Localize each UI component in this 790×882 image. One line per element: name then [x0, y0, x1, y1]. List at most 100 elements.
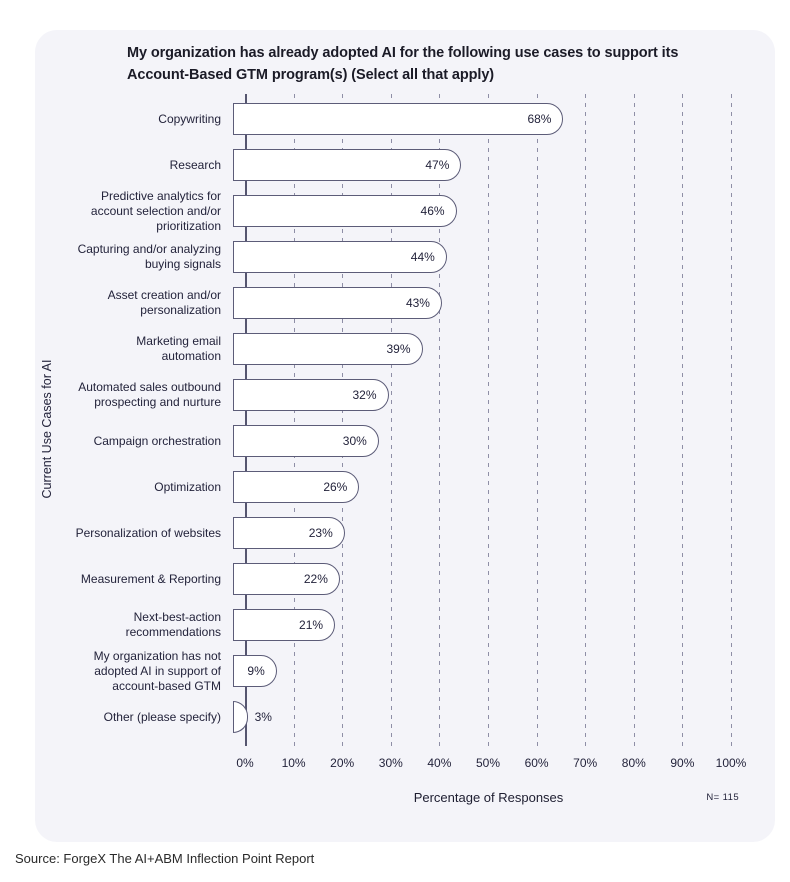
y-axis-title: Current Use Cases for AI	[40, 359, 54, 499]
bar-value-label: 3%	[254, 710, 272, 724]
gridline	[342, 94, 344, 746]
gridline	[731, 94, 732, 746]
chart-row: Predictive analytics for account selecti…	[75, 188, 755, 234]
x-tick-label: 90%	[670, 756, 695, 770]
x-axis-title: Percentage of Responses	[413, 790, 564, 805]
category-label: Next-best-action recommendations	[125, 610, 221, 639]
bar: 26%	[233, 471, 360, 503]
bar: 68%	[233, 103, 564, 135]
gridline	[439, 94, 441, 746]
chart-row: Next-best-action recommendations 21%	[75, 602, 755, 648]
chart-row: Automated sales outbound prospecting and…	[75, 372, 755, 418]
bar: 22%	[233, 563, 340, 595]
gridline	[585, 94, 587, 746]
chart-card: My organization has already adopted AI f…	[35, 30, 775, 842]
bar-value-label: 47%	[425, 158, 450, 172]
bar-track: 23%	[233, 517, 720, 549]
chart-row: Optimization 26%	[75, 464, 755, 510]
gridline	[293, 94, 295, 746]
x-tick-label: 10%	[281, 756, 306, 770]
chart-row: Measurement & Reporting 22%	[75, 556, 755, 602]
category-label: Asset creation and/or personalization	[107, 288, 221, 317]
bar-track: 44%	[233, 241, 720, 273]
bar-track: 32%	[233, 379, 720, 411]
bar-track: 3%	[233, 701, 720, 733]
x-tick-label: 70%	[573, 756, 598, 770]
bar-value-label: 32%	[352, 388, 377, 402]
bar-track: 30%	[233, 425, 720, 457]
bar-track: 46%	[233, 195, 720, 227]
chart-row: Asset creation and/or personalization 43…	[75, 280, 755, 326]
source-attribution: Source: ForgeX The AI+ABM Inflection Poi…	[15, 851, 315, 866]
bar-value-label: 22%	[303, 572, 328, 586]
x-tick-label: 40%	[427, 756, 452, 770]
category-label: Predictive analytics for account selecti…	[90, 188, 221, 233]
category-label: Research	[169, 157, 221, 172]
bar-track: 9%	[233, 655, 720, 687]
bar-track: 68%	[233, 103, 720, 135]
category-label: Copywriting	[158, 111, 221, 126]
chart-row: Copywriting 68%	[75, 96, 755, 142]
bar: 21%	[233, 609, 336, 641]
gridline	[488, 94, 489, 746]
chart-row: Research 47%	[75, 142, 755, 188]
bar: 44%	[233, 241, 447, 273]
bar-value-label: 68%	[527, 112, 552, 126]
category-label: Campaign orchestration	[93, 433, 221, 448]
bar-track: 26%	[233, 471, 720, 503]
gridline	[633, 94, 635, 746]
chart-row: Personalization of websites 23%	[75, 510, 755, 556]
x-tick-label: 100%	[715, 756, 747, 770]
x-tick-label: 30%	[378, 756, 403, 770]
category-label: Personalization of websites	[75, 525, 221, 540]
bar-track: 22%	[233, 563, 720, 595]
y-axis-line	[245, 94, 247, 746]
category-label: Automated sales outbound prospecting and…	[78, 380, 221, 409]
chart-row: Marketing email automation 39%	[75, 326, 755, 372]
bar: 46%	[233, 195, 457, 227]
category-label: Marketing email automation	[136, 334, 221, 363]
bar: 47%	[233, 149, 462, 181]
bar: 3%	[233, 701, 272, 733]
x-tick-label: 50%	[475, 756, 501, 770]
chart-row: Campaign orchestration 30%	[75, 418, 755, 464]
bar-value-label: 43%	[405, 296, 430, 310]
gridline	[390, 94, 392, 746]
bar: 30%	[233, 425, 379, 457]
chart-row: My organization has not adopted AI in su…	[75, 648, 755, 694]
bar-track: 43%	[233, 287, 720, 319]
chart-title: My organization has already adopted AI f…	[127, 45, 679, 83]
bar-value-label: 21%	[299, 618, 324, 632]
gridline	[682, 94, 684, 746]
bar: 39%	[233, 333, 423, 365]
x-tick-label: 20%	[330, 756, 355, 770]
x-axis-ticks: 0% 10% 20% 30% 40% 50% 60% 70% 80% 90% 100%	[236, 756, 746, 772]
bar-value-label: 9%	[247, 664, 265, 678]
bar: 43%	[233, 287, 442, 319]
category-label: Capturing and/or analyzing buying signal…	[77, 242, 221, 271]
chart-row: Capturing and/or analyzing buying signal…	[75, 234, 755, 280]
category-label: Measurement & Reporting	[80, 571, 221, 586]
bar-value-label: 44%	[410, 250, 435, 264]
category-label: Optimization	[154, 479, 221, 494]
bar-value-label: 23%	[308, 526, 333, 540]
bar-value-label: 26%	[323, 480, 348, 494]
bar-value-label: 30%	[342, 434, 367, 448]
x-tick-label: 60%	[524, 756, 549, 770]
x-tick-label: 80%	[621, 756, 646, 770]
chart-rows: Copywriting 68% Research 47% Predictive …	[75, 96, 755, 740]
category-label: My organization has not adopted AI in su…	[93, 648, 221, 693]
plot-gridlines	[245, 94, 732, 746]
bar: 9%	[233, 655, 277, 687]
bar-track: 39%	[233, 333, 720, 365]
bar-track: 21%	[233, 609, 720, 641]
sample-size-label: N= 115	[706, 792, 739, 803]
bar-value-label: 39%	[386, 342, 411, 356]
bar: 32%	[233, 379, 389, 411]
bar-track: 47%	[233, 149, 720, 181]
gridline	[536, 94, 538, 746]
chart-row: Other (please specify) 3%	[75, 694, 755, 740]
x-tick-label: 0%	[236, 756, 254, 770]
bar: 23%	[233, 517, 345, 549]
category-label: Other (please specify)	[103, 709, 221, 724]
